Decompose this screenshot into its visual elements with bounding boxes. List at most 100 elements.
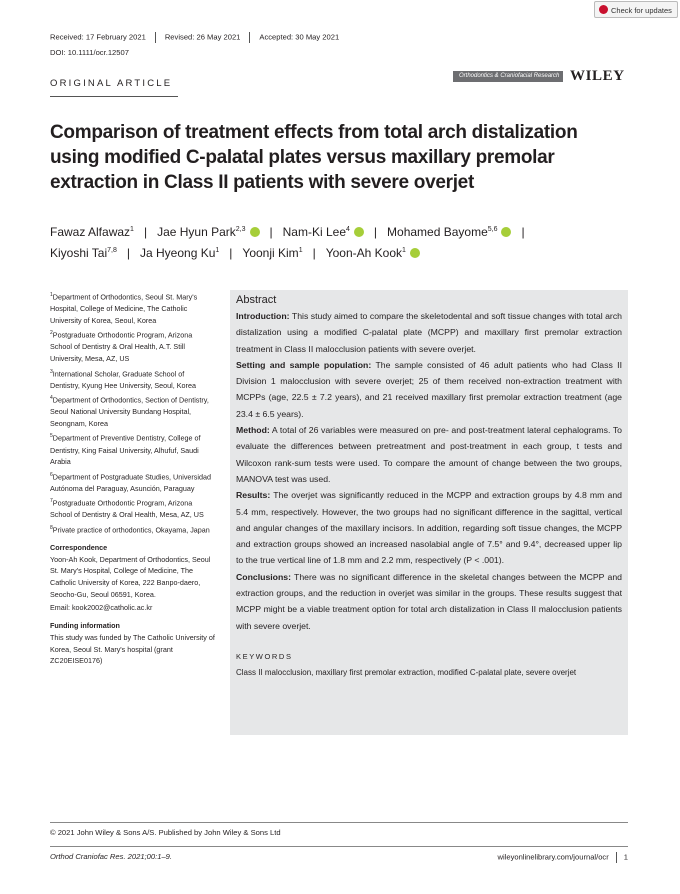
separator: | <box>269 225 273 239</box>
author-name: Mohamed Bayome <box>387 225 488 239</box>
abstract-section: Method: A total of 26 variables were mea… <box>236 422 622 487</box>
author: Nam-Ki Lee4 <box>283 225 364 239</box>
affiliation-number: 4 <box>50 395 53 402</box>
author: Mohamed Bayome5,6 <box>387 225 512 239</box>
affiliation: 5Department of Preventive Dentistry, Col… <box>50 431 216 468</box>
author-name: Fawaz Alfawaz <box>50 225 131 239</box>
site-url: wileyonlinelibrary.com/journal/ocr <box>497 852 609 862</box>
authors-line: Kiyoshi Tai7,8 | Ja Hyeong Ku1 | Yoonji Kim1… <box>50 246 420 260</box>
affiliation-text: Private practice of orthodontics, Okayam… <box>52 524 210 534</box>
affiliation: 6Department of Postgraduate Studies, Uni… <box>50 470 216 495</box>
abstract-sections: Introduction: This study aimed to compar… <box>236 308 622 634</box>
doi: DOI: 10.1111/ocr.12507 <box>50 48 129 57</box>
affiliation-text: Postgraduate Orthodontic Program, Arizon… <box>50 498 204 520</box>
funding-heading: Funding information <box>50 621 120 631</box>
author: Jae Hyun Park2,3 <box>157 225 260 239</box>
affiliation-text: Department of Postgraduate Studies, Univ… <box>50 472 211 493</box>
separator <box>154 32 156 43</box>
affiliation-text: Department of Preventive Dentistry, Coll… <box>50 433 201 467</box>
affiliation-number: 3 <box>50 368 53 375</box>
separator <box>249 32 251 43</box>
publisher: WILEY <box>570 68 625 84</box>
author-affiliation: 1 <box>130 226 134 233</box>
abstract-section: Results: The overjet was significantly r… <box>236 487 622 568</box>
revised: Revised: 26 May 2021 <box>164 32 241 42</box>
abstract-section: Conclusions: There was no significant di… <box>236 569 622 634</box>
abstract-heading: Abstract <box>236 294 277 306</box>
affiliation-text: International Scholar, Graduate School o… <box>50 368 196 390</box>
author: Kiyoshi Tai7,8 <box>50 246 117 260</box>
affiliations: 1Department of Orthodontics, Seoul St. M… <box>50 290 216 669</box>
section-text: A total of 26 variables were measured on… <box>236 425 623 484</box>
author-name: Yoon-Ah Kook <box>325 246 403 260</box>
author: Ja Hyeong Ku1 <box>140 246 219 260</box>
separator: | <box>143 225 148 239</box>
separator: | <box>229 246 233 260</box>
check-updates-button[interactable]: Check for updates <box>594 1 678 18</box>
authors-line: Fawaz Alfawaz1 | Jae Hyun Park2,3 | Nam-Ki L… <box>50 225 535 239</box>
affiliation-text: Department of Orthodontics, Seoul St. Ma… <box>50 292 198 325</box>
author: Yoonji Kim1 <box>242 246 302 260</box>
title-line: using modified C-palatal plates versus m… <box>50 147 555 168</box>
abstract-box <box>230 290 628 735</box>
author-affiliation: 1 <box>215 247 220 254</box>
orcid-icon <box>409 248 420 258</box>
separator: | <box>521 225 525 239</box>
author: Yoon-Ah Kook1 <box>326 246 420 260</box>
section-label: ORIGINAL ARTICLE <box>50 78 173 89</box>
author-name: Kiyoshi Tai <box>50 246 108 260</box>
rule <box>50 846 628 847</box>
keywords: Class II malocclusion, maxillary first p… <box>236 667 577 677</box>
label: Check for updates <box>611 6 672 15</box>
author-affiliation: 7,8 <box>107 247 117 254</box>
section-text: The overjet was significantly reduced in… <box>236 490 622 566</box>
orcid-icon <box>249 227 260 237</box>
accepted: Accepted: 30 May 2021 <box>259 32 340 42</box>
journal-logo: Orthodontics & Craniofacial Research <box>453 71 563 82</box>
correspondence-heading: Correspondence <box>50 542 108 552</box>
author-affiliation: 2,3 <box>235 226 246 233</box>
affiliation-number: 7 <box>50 498 53 505</box>
section-heading: Conclusions: <box>236 571 292 582</box>
author: Fawaz Alfawaz1 <box>50 225 134 239</box>
author-name: Ja Hyeong Ku <box>140 246 216 260</box>
affiliation: 3International Scholar, Graduate School … <box>50 367 216 392</box>
affiliation: 7Postgraduate Orthodontic Program, Arizo… <box>50 496 216 521</box>
site: wileyonlinelibrary.com/journal/ocr 1 <box>497 852 628 863</box>
abstract: Abstract Introduction: This study aimed … <box>236 294 622 680</box>
separator: | <box>373 225 378 239</box>
affiliation-number: 2 <box>50 330 53 337</box>
separator: | <box>312 246 316 260</box>
affiliation-number: 6 <box>50 471 53 478</box>
affiliation-number: 5 <box>50 433 53 440</box>
affiliation-text: Department of Orthodontics, Section of D… <box>50 395 209 429</box>
copyright: © 2021 John Wiley & Sons A/S. Published … <box>50 828 281 837</box>
page-number: 1 <box>623 852 628 862</box>
abstract-section: Setting and sample population: The sampl… <box>236 357 622 422</box>
orcid-icon <box>501 227 512 237</box>
section-text: The sample consisted of 46 adult patient… <box>236 359 622 419</box>
section-heading: Setting and sample population: <box>236 359 372 370</box>
abstract-section: Introduction: This study aimed to compar… <box>236 308 622 357</box>
orcid-icon <box>353 227 364 237</box>
funding-text: This study was funded by The Catholic Un… <box>50 632 215 666</box>
author-affiliation: 4 <box>346 226 350 233</box>
affiliation-number: 8 <box>50 524 53 531</box>
affiliation-text: Postgraduate Orthodontic Program, Arizon… <box>50 330 193 364</box>
separator: | <box>126 246 130 260</box>
correspondence-text: Yoon-Ah Kook, Department of Orthodontics… <box>50 554 211 599</box>
author-affiliation: 1 <box>298 247 303 254</box>
rule <box>50 822 628 823</box>
title-line: extraction in Class II patients with sev… <box>50 172 474 193</box>
author-name: Nam-Ki Lee <box>282 225 346 239</box>
section-heading: Method: <box>236 425 270 436</box>
affiliation: 4Department of Orthodontics, Section of … <box>50 393 216 430</box>
affiliation: 8Private practice of orthodontics, Okaya… <box>50 523 216 536</box>
affiliation: 1Department of Orthodontics, Seoul St. M… <box>50 290 216 327</box>
keywords-heading: KEYWORDS <box>236 651 293 661</box>
author-affiliation: 1 <box>402 247 406 254</box>
section-text: There was no significant difference in t… <box>236 571 622 631</box>
correspondence-email: Email: kook2002@catholic.ac.kr <box>50 603 153 613</box>
received: Received: 17 February 2021 <box>50 32 146 42</box>
